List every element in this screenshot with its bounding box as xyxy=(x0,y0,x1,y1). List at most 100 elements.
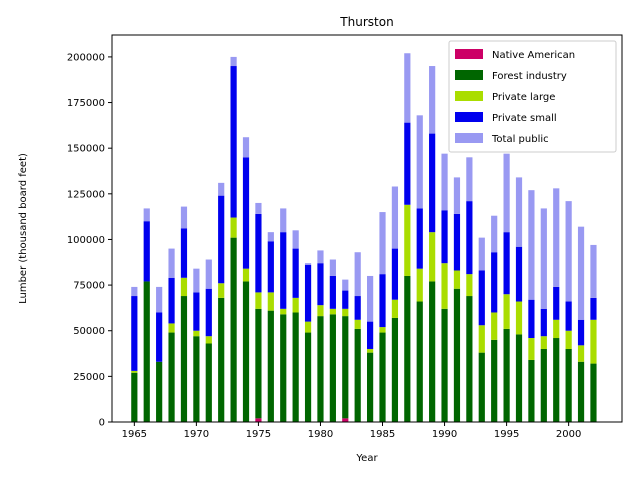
bar-forest-industry-1970 xyxy=(193,336,200,422)
bar-private-large-1971 xyxy=(205,336,212,344)
bar-forest-industry-1991 xyxy=(453,288,461,422)
bar-total-public-1978 xyxy=(292,230,299,249)
y-tick-label-175000: 175000 xyxy=(67,98,105,109)
bar-total-public-1992 xyxy=(466,157,473,202)
y-tick-label-0: 0 xyxy=(99,418,105,429)
bar-total-public-1985 xyxy=(379,212,386,275)
bar-total-public-1980 xyxy=(317,250,324,264)
y-tick-label-50000: 50000 xyxy=(73,326,105,337)
legend-label-native-american: Native American xyxy=(492,50,575,61)
bar-forest-industry-1982 xyxy=(342,316,349,419)
bar-private-large-1990 xyxy=(441,263,448,309)
legend-frame xyxy=(448,40,617,153)
bar-total-public-1995 xyxy=(503,153,510,233)
bar-forest-industry-1996 xyxy=(515,334,523,422)
bar-forest-industry-1974 xyxy=(242,281,250,422)
bar-private-large-1993 xyxy=(478,325,485,353)
bar-private-small-1984 xyxy=(367,321,374,349)
bar-private-small-1966 xyxy=(143,221,150,282)
y-axis: 0 25000 50000 75000 100000 125000 150000 175000… xyxy=(67,52,112,429)
bar-forest-industry-1976 xyxy=(267,310,274,422)
bar-private-small-1970 xyxy=(193,292,200,331)
bar-private-small-1977 xyxy=(280,232,287,309)
bar-total-public-1996 xyxy=(515,177,523,247)
bar-private-small-1980 xyxy=(317,263,324,306)
bar-private-small-1985 xyxy=(379,274,386,328)
bar-total-public-1979 xyxy=(304,263,312,266)
bar-private-large-1965 xyxy=(131,370,138,373)
bar-private-small-1987 xyxy=(404,122,411,205)
bar-total-public-1997 xyxy=(528,190,535,300)
x-tick-label-1995: 1995 xyxy=(494,429,519,440)
x-tick-label-1990: 1990 xyxy=(432,429,457,440)
bar-private-small-1965 xyxy=(131,296,138,371)
bar-total-public-1968 xyxy=(168,248,175,278)
legend: Native American Forest industry Private la… xyxy=(448,40,617,153)
bar-private-small-1973 xyxy=(230,66,237,218)
bar-private-large-1986 xyxy=(391,299,399,318)
bar-private-small-1997 xyxy=(528,299,535,339)
bar-forest-industry-1990 xyxy=(441,308,448,422)
bar-total-public-1969 xyxy=(180,206,188,229)
bar-forest-industry-2001 xyxy=(577,361,585,422)
bar-forest-industry-1989 xyxy=(429,281,436,422)
bar-private-small-1969 xyxy=(180,228,188,278)
bar-forest-industry-1998 xyxy=(540,348,547,422)
bar-private-small-1967 xyxy=(156,312,163,362)
bar-total-public-1973 xyxy=(230,56,237,67)
bar-private-large-2002 xyxy=(590,319,597,364)
bar-private-large-1972 xyxy=(218,283,225,298)
bar-private-small-2000 xyxy=(565,301,572,331)
bar-total-public-1974 xyxy=(242,137,250,158)
legend-swatch-private-large xyxy=(455,91,483,101)
bar-forest-industry-1987 xyxy=(404,275,411,422)
x-tick-label-2000: 2000 xyxy=(556,429,581,440)
bar-private-small-1983 xyxy=(354,296,361,320)
x-tick-label-1980: 1980 xyxy=(308,429,333,440)
bar-private-large-1989 xyxy=(429,232,436,282)
bar-private-large-1983 xyxy=(354,319,361,329)
bar-private-large-1999 xyxy=(553,319,560,339)
bar-private-small-1974 xyxy=(242,157,250,269)
bar-forest-industry-1966 xyxy=(143,281,150,422)
x-tick-label-1975: 1975 xyxy=(246,429,271,440)
y-tick-label-75000: 75000 xyxy=(73,281,105,292)
bar-private-small-1991 xyxy=(453,213,461,271)
bar-forest-industry-1983 xyxy=(354,328,361,422)
bar-forest-industry-1979 xyxy=(304,332,312,422)
bar-total-public-1971 xyxy=(205,259,212,289)
bar-forest-industry-1969 xyxy=(180,296,188,422)
bar-forest-industry-1980 xyxy=(317,316,324,422)
bar-private-large-1984 xyxy=(367,348,374,353)
bar-forest-industry-1977 xyxy=(280,314,287,422)
bar-forest-industry-1988 xyxy=(416,301,423,422)
bar-total-public-1998 xyxy=(540,208,547,309)
bar-total-public-1991 xyxy=(453,177,461,214)
bar-private-large-1992 xyxy=(466,274,473,297)
bar-private-small-1993 xyxy=(478,270,485,326)
bar-native-american-1982 xyxy=(342,418,349,422)
bar-total-public-1988 xyxy=(416,115,423,209)
legend-label-private-large: Private large xyxy=(492,92,555,103)
y-tick-label-25000: 25000 xyxy=(73,372,105,383)
bar-private-large-1970 xyxy=(193,330,200,337)
legend-swatch-native-american xyxy=(455,49,483,59)
legend-label-forest-industry: Forest industry xyxy=(492,71,567,82)
bar-private-large-1988 xyxy=(416,268,423,302)
bar-private-large-1985 xyxy=(379,327,386,333)
bar-private-small-1979 xyxy=(304,265,312,322)
bar-forest-industry-1999 xyxy=(553,338,560,422)
bar-private-small-1986 xyxy=(391,248,399,300)
bar-private-small-1976 xyxy=(267,241,274,293)
bar-total-public-1994 xyxy=(491,215,498,253)
bar-private-small-1971 xyxy=(205,288,212,337)
bar-private-small-1998 xyxy=(540,308,547,337)
x-axis: 1965 1970 1975 1980 1985 1990 1995 2000 xyxy=(122,422,581,440)
bar-forest-industry-1971 xyxy=(205,343,212,422)
bar-native-american-1975 xyxy=(255,418,262,422)
bar-total-public-1987 xyxy=(404,53,411,123)
bar-forest-industry-1967 xyxy=(156,361,163,422)
bars-group xyxy=(131,53,597,422)
bar-total-public-1965 xyxy=(131,286,138,297)
